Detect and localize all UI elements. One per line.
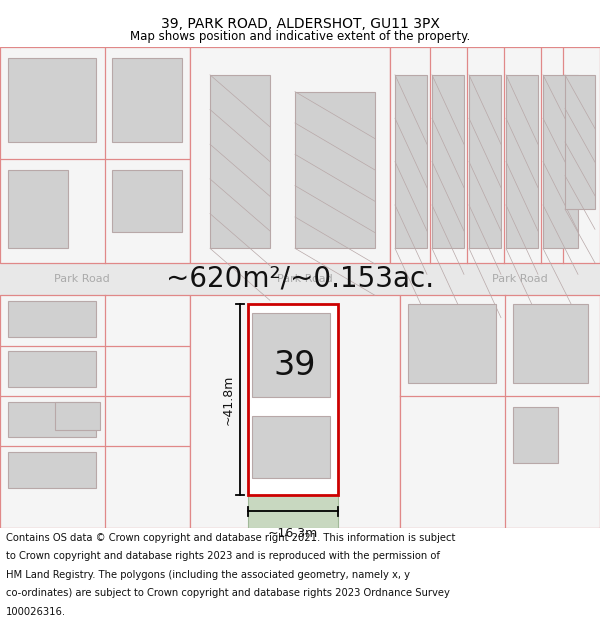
Bar <box>8 402 96 437</box>
Bar <box>112 58 182 142</box>
Text: ~16.3m: ~16.3m <box>268 527 318 540</box>
Bar <box>395 75 427 248</box>
Bar <box>8 301 96 337</box>
Text: HM Land Registry. The polygons (including the associated geometry, namely x, y: HM Land Registry. The polygons (includin… <box>6 570 410 580</box>
Bar <box>8 452 96 488</box>
Text: 39: 39 <box>274 349 316 382</box>
Bar <box>513 304 588 382</box>
Text: Park Road: Park Road <box>277 274 333 284</box>
Bar <box>190 47 390 263</box>
Bar <box>8 170 68 248</box>
Text: Park Road: Park Road <box>54 274 110 284</box>
Bar <box>190 296 400 528</box>
Bar <box>513 408 558 463</box>
Text: Park Road: Park Road <box>492 274 548 284</box>
Bar <box>565 75 595 209</box>
Text: 100026316.: 100026316. <box>6 607 66 617</box>
Bar <box>295 92 375 248</box>
Text: ~41.8m: ~41.8m <box>221 374 235 424</box>
Bar <box>390 47 600 263</box>
Bar <box>400 296 600 528</box>
Bar <box>543 75 578 248</box>
Bar <box>0 296 190 528</box>
Bar <box>408 304 496 382</box>
Bar <box>0 263 600 296</box>
Bar <box>8 58 96 142</box>
Bar <box>55 402 100 429</box>
Bar <box>469 75 501 248</box>
Polygon shape <box>248 304 338 494</box>
Text: to Crown copyright and database rights 2023 and is reproduced with the permissio: to Crown copyright and database rights 2… <box>6 551 440 561</box>
Text: 39, PARK ROAD, ALDERSHOT, GU11 3PX: 39, PARK ROAD, ALDERSHOT, GU11 3PX <box>161 17 439 31</box>
Text: Contains OS data © Crown copyright and database right 2021. This information is : Contains OS data © Crown copyright and d… <box>6 533 455 543</box>
Bar <box>506 75 538 248</box>
Text: Map shows position and indicative extent of the property.: Map shows position and indicative extent… <box>130 30 470 42</box>
Text: co-ordinates) are subject to Crown copyright and database rights 2023 Ordnance S: co-ordinates) are subject to Crown copyr… <box>6 588 450 598</box>
Bar <box>252 416 330 478</box>
Bar <box>0 47 190 263</box>
Bar <box>252 313 330 397</box>
Bar <box>112 170 182 231</box>
Text: ~620m²/~0.153ac.: ~620m²/~0.153ac. <box>166 264 434 292</box>
Bar <box>8 351 96 387</box>
Bar <box>248 494 338 528</box>
Bar <box>432 75 464 248</box>
Bar <box>210 75 270 248</box>
